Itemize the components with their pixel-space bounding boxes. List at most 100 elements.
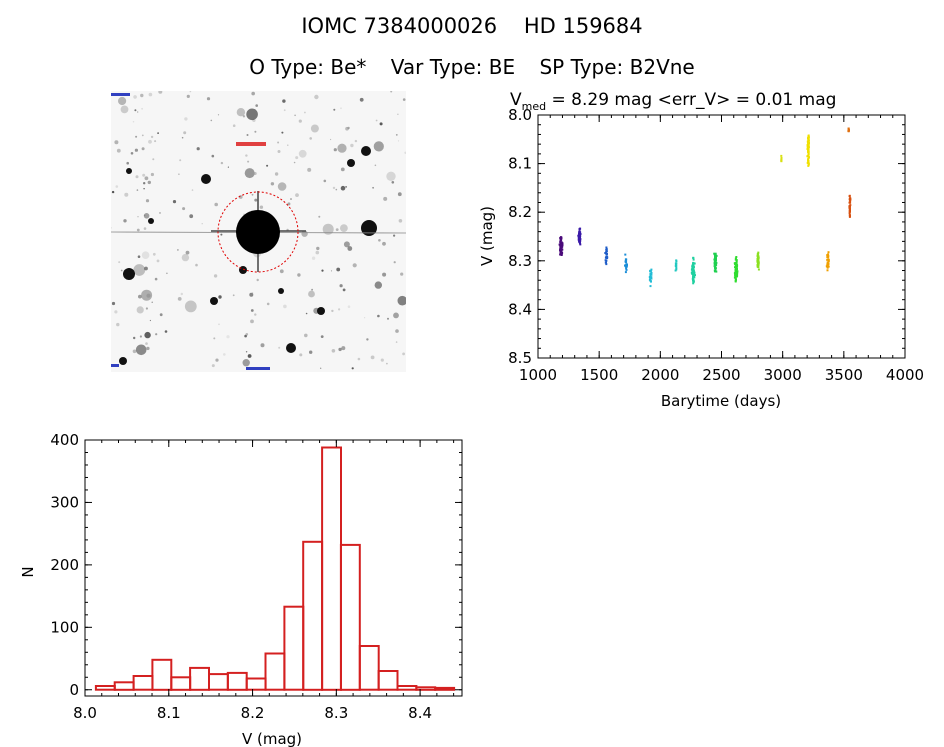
lc-data-point (849, 197, 852, 200)
lc-data-point (848, 194, 851, 197)
field-star (135, 135, 138, 138)
lc-data-point (561, 243, 564, 246)
field-star (298, 119, 302, 123)
lc-y-tick-label: 8.3 (508, 252, 532, 270)
field-star (266, 302, 270, 306)
field-star (343, 241, 350, 248)
lc-data-point (578, 234, 581, 236)
lc-data-point (757, 256, 759, 259)
lc-data-point (825, 265, 828, 268)
hist-bar (170, 676, 192, 691)
field-star (218, 295, 222, 299)
lc-data-point (714, 252, 717, 255)
lc-data-point (605, 261, 607, 264)
lc-data-point (559, 241, 562, 244)
field-star (189, 91, 192, 93)
lc-data-point (735, 260, 738, 263)
lc-data-point (807, 137, 810, 140)
field-star (277, 150, 281, 153)
lc-data-point (715, 270, 718, 273)
field-star (338, 308, 341, 311)
lc-title: Vmed = 8.29 mag <err_V> = 0.01 mag (510, 90, 836, 113)
hist-y-tick-label: 300 (50, 493, 79, 511)
lc-data-point (826, 258, 829, 261)
lc-data-point (560, 252, 563, 255)
lc-x-tick-label: 1000 (519, 366, 557, 384)
target-circle (217, 191, 299, 273)
lc-data-point (807, 144, 810, 147)
lc-data-point (605, 263, 608, 266)
field-star (350, 143, 354, 148)
field-star (181, 253, 190, 262)
field-star (201, 223, 203, 225)
field-star (135, 344, 147, 356)
field-star (311, 256, 316, 260)
bright-star (278, 288, 284, 294)
field-star (247, 354, 252, 358)
bottom-label-mark (246, 367, 270, 370)
lc-data-point (692, 282, 695, 285)
lc-data-point (714, 260, 717, 263)
lc-data-point (560, 236, 563, 239)
field-star (166, 272, 168, 275)
histogram-chart: 8.0 8.1 8.2 8.3 8.4 0 100 200 300 400 V (mag) N (19, 432, 463, 747)
field-star (143, 188, 145, 190)
lc-data-point (847, 127, 850, 130)
field-star (223, 353, 226, 356)
field-star (220, 233, 223, 236)
field-star (145, 199, 150, 203)
field-star (335, 228, 339, 232)
hist-bar (377, 670, 399, 691)
field-star (397, 113, 399, 115)
field-star (147, 180, 151, 185)
lc-x-tick-label: 2500 (702, 366, 740, 384)
field-star (395, 329, 399, 333)
lc-data-point (757, 261, 760, 264)
lc-data-point (848, 210, 851, 213)
field-star (150, 135, 154, 139)
field-star (277, 141, 280, 144)
field-star (320, 335, 324, 338)
sky-field-svg (111, 91, 406, 370)
lc-data-point (826, 261, 829, 264)
field-star (217, 114, 220, 116)
field-star (152, 252, 156, 256)
lc-data-point (578, 231, 581, 233)
field-star (253, 172, 257, 175)
hist-x-label: V (mag) (242, 730, 302, 747)
field-star (242, 359, 250, 367)
field-star (255, 104, 258, 107)
lc-data-point (807, 139, 810, 142)
field-star (338, 347, 342, 352)
hist-x-tick-label: 8.3 (324, 704, 348, 722)
field-star (342, 288, 346, 292)
field-star (347, 246, 353, 251)
field-star (139, 335, 142, 338)
field-star (254, 313, 257, 316)
hist-bar (321, 446, 343, 691)
field-star (154, 277, 158, 281)
hist-x-tick-label: 8.0 (73, 704, 97, 722)
lc-data-point (807, 141, 810, 144)
lc-data-point (558, 243, 561, 246)
lc-data-point (560, 248, 563, 251)
hist-bars (94, 446, 456, 691)
field-star (331, 309, 334, 313)
hist-y-label: N (19, 566, 37, 577)
lc-data-point (675, 263, 678, 266)
field-star (144, 331, 151, 339)
lc-data-point (625, 258, 628, 261)
field-star (254, 130, 257, 133)
lc-data-point (579, 243, 582, 246)
hist-bar (434, 686, 456, 691)
field-star (386, 171, 396, 181)
field-star (126, 161, 129, 165)
field-star (259, 205, 264, 209)
lc-data-point (560, 245, 563, 248)
field-star (323, 179, 327, 183)
field-star (295, 193, 299, 197)
field-star (115, 185, 119, 188)
field-star (375, 119, 378, 122)
field-star (298, 149, 307, 158)
lc-data-point (625, 267, 628, 270)
